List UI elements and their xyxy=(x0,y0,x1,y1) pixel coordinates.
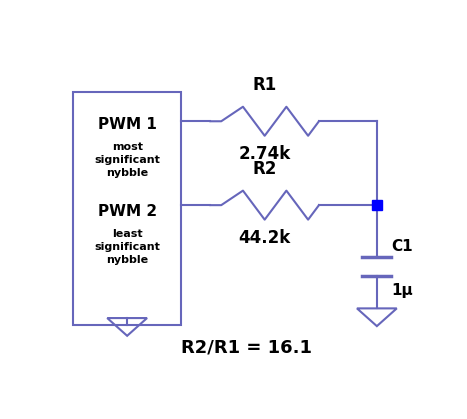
Bar xyxy=(73,92,182,325)
Text: PWM 1: PWM 1 xyxy=(98,117,156,132)
Text: R1: R1 xyxy=(253,76,277,94)
Text: 1μ: 1μ xyxy=(391,282,413,297)
Text: least
significant
nybble: least significant nybble xyxy=(94,229,160,265)
Text: R2: R2 xyxy=(253,160,277,178)
Text: 44.2k: 44.2k xyxy=(239,229,291,247)
Text: R2/R1 = 16.1: R2/R1 = 16.1 xyxy=(181,339,312,357)
Text: PWM 2: PWM 2 xyxy=(98,204,157,219)
Text: most
significant
nybble: most significant nybble xyxy=(94,142,160,178)
Text: C1: C1 xyxy=(391,238,413,253)
Text: 2.74k: 2.74k xyxy=(239,145,291,163)
